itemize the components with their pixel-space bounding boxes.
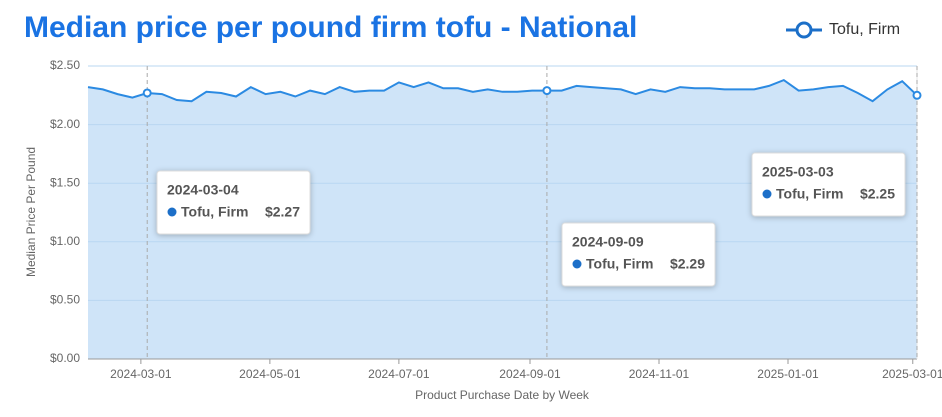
tooltip-value: $2.25	[860, 186, 895, 202]
tooltip-date: 2025-03-03	[762, 164, 834, 180]
legend-marker	[795, 21, 813, 39]
tooltip: 2024-03-04 Tofu, Firm $2.27	[156, 170, 311, 235]
tooltip-swatch	[572, 259, 582, 269]
tooltip: 2024-09-09 Tofu, Firm $2.29	[561, 222, 716, 287]
y-tick-label: $2.00	[50, 117, 80, 131]
tooltip-swatch	[762, 189, 772, 199]
tooltip-value: $2.27	[265, 204, 300, 220]
y-tick-label: $2.50	[50, 58, 80, 72]
y-tick-label: $1.00	[50, 234, 80, 248]
tooltip-date: 2024-03-04	[167, 182, 239, 198]
tooltip-series: Tofu, Firm	[181, 204, 248, 220]
hover-point	[542, 86, 552, 96]
tooltip-box	[751, 152, 906, 217]
x-tick-label: 2024-11-01	[629, 367, 690, 381]
tooltip: 2025-03-03 Tofu, Firm $2.25	[751, 152, 906, 217]
x-tick-label: 2024-07-01	[368, 367, 430, 381]
y-axis-label: Median Price Per Pound	[24, 147, 38, 277]
x-tick-label: 2025-03-01	[882, 367, 942, 381]
tooltip-date: 2024-09-09	[572, 234, 644, 250]
y-tick-label: $1.50	[50, 175, 80, 189]
x-tick-label: 2024-05-01	[239, 367, 301, 381]
y-tick-label: $0.00	[50, 351, 80, 365]
y-tick-label: $0.50	[50, 293, 80, 307]
series-line	[87, 78, 918, 103]
x-tick-label: 2025-01-01	[757, 367, 819, 381]
hover-point	[142, 88, 152, 98]
hover-point	[912, 90, 922, 100]
tooltip-series: Tofu, Firm	[776, 186, 843, 202]
tooltip-box	[561, 222, 716, 287]
legend-label: Tofu, Firm	[829, 21, 900, 38]
x-axis-label: Product Purchase Date by Week	[415, 388, 590, 402]
x-tick-label: 2024-03-01	[110, 367, 172, 381]
tooltip-value: $2.29	[670, 256, 705, 272]
chart-title: Median price per pound firm tofu - Natio…	[24, 11, 637, 44]
tooltip-swatch	[167, 207, 177, 217]
x-tick-label: 2024-09-01	[499, 367, 561, 381]
tooltip-box	[156, 170, 311, 235]
tooltip-series: Tofu, Firm	[586, 256, 653, 272]
area-fill	[88, 80, 917, 359]
